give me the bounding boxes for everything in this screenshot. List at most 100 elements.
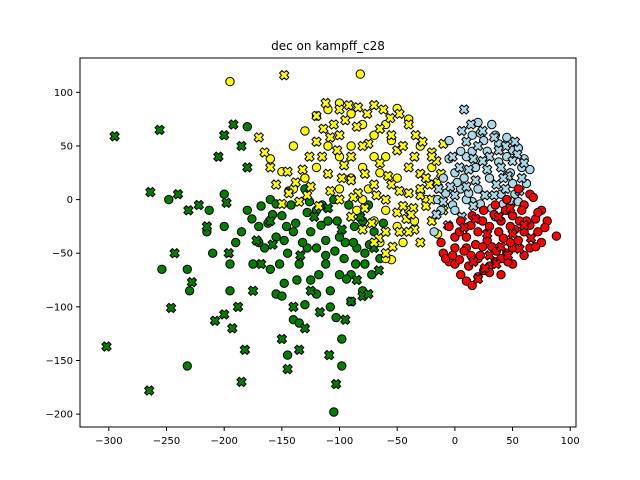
series-1-point-31 [330, 378, 342, 390]
series-0-point-18 [321, 259, 331, 269]
series-0-point-31 [288, 227, 299, 237]
series-1-point-47 [336, 224, 348, 235]
series-1-point-41 [218, 129, 230, 141]
series-2-point-25 [300, 173, 310, 183]
series-0-point-22 [337, 361, 347, 371]
series-6-point-46 [475, 250, 485, 261]
series-3-point-36 [290, 177, 301, 188]
series-3-point-47 [368, 237, 380, 248]
y-tick-label-1: −150 [46, 356, 73, 367]
y-tick-label-3: −50 [52, 249, 73, 260]
series-3-point-21 [394, 226, 405, 238]
series-0-point-16 [306, 275, 316, 285]
series-2-point-30 [369, 152, 379, 162]
series-7-point-0 [472, 273, 484, 285]
series-1-point-33 [345, 296, 357, 307]
series-4-point-27 [484, 173, 495, 183]
series-0-point-29 [360, 248, 370, 258]
series-0-point-20 [331, 312, 341, 323]
series-3-point-57 [397, 200, 409, 212]
series-0-point-68 [339, 253, 349, 264]
series-3-point-58 [386, 179, 397, 190]
series-4-point-35 [456, 146, 466, 157]
x-axis-ticks: −300 −250 −200 −150 −100 −50 0 50 100 [95, 427, 580, 447]
series-6-point-42 [461, 232, 472, 242]
series-2-point-12 [381, 152, 391, 162]
series-0-point-21 [337, 334, 347, 344]
series-1-point-7 [172, 188, 184, 200]
series-3-point-46 [357, 224, 368, 235]
series-1-point-15 [223, 247, 235, 259]
series-0-point-56 [334, 270, 345, 280]
series-7-point-4 [518, 220, 530, 231]
series-6-point-29 [444, 221, 454, 232]
series-0-point-67 [321, 235, 331, 246]
series-6-point-0 [436, 237, 446, 248]
series-6-point-55 [494, 227, 504, 237]
series-0-point-2 [182, 264, 193, 274]
series-7-point-15 [468, 256, 479, 268]
series-7-point-11 [514, 243, 525, 255]
series-0-point-48 [219, 221, 229, 232]
series-0-point-19 [325, 286, 335, 296]
series-6-point-41 [473, 227, 483, 237]
data-points [101, 69, 562, 417]
series-5-point-35 [509, 136, 521, 147]
series-5-point-6 [518, 157, 530, 169]
series-3-point-83 [359, 168, 371, 180]
series-3-point-28 [345, 175, 357, 186]
series-2-point-23 [323, 141, 333, 151]
series-0-point-78 [316, 220, 326, 231]
series-3-point-91 [301, 190, 313, 201]
series-6-point-59 [447, 250, 458, 261]
series-1-point-27 [299, 323, 311, 334]
series-1-point-21 [255, 258, 267, 270]
series-5-point-21 [507, 155, 518, 167]
series-1-point-8 [183, 205, 194, 216]
series-0-point-23 [329, 407, 339, 417]
series-5-point-38 [500, 183, 511, 195]
series-1-point-23 [276, 333, 288, 345]
series-0-point-4 [157, 264, 167, 274]
series-0-point-8 [204, 205, 214, 216]
series-1-point-4 [145, 186, 156, 198]
x-tick-label-3: −150 [268, 436, 295, 447]
series-5-point-3 [488, 132, 500, 143]
series-1-point-37 [242, 162, 253, 173]
series-5-point-26 [498, 172, 509, 184]
series-5-point-28 [488, 190, 500, 201]
series-1-point-5 [169, 247, 180, 259]
series-3-point-87 [405, 209, 417, 220]
series-3-point-31 [325, 132, 336, 143]
series-6-point-66 [454, 255, 465, 265]
x-tick-label-0: −300 [95, 436, 122, 447]
series-3-point-7 [368, 99, 380, 111]
series-5-point-8 [445, 181, 456, 192]
series-0-point-92 [348, 237, 359, 248]
series-0-point-38 [344, 200, 354, 210]
series-0-point-50 [247, 214, 257, 224]
series-1-point-39 [228, 119, 239, 130]
series-3-point-90 [313, 200, 325, 212]
series-1-point-42 [251, 235, 262, 246]
series-3-point-89 [325, 185, 336, 197]
series-5-point-13 [479, 190, 491, 201]
series-4-point-30 [450, 205, 460, 216]
x-tick-label-7: 50 [506, 436, 519, 447]
series-2-point-0 [225, 76, 235, 87]
series-5-point-1 [465, 119, 477, 130]
series-4-point-3 [487, 119, 497, 130]
series-7-point-2 [495, 241, 507, 253]
y-tick-label-2: −100 [46, 302, 73, 313]
series-0-point-83 [248, 259, 258, 269]
series-6-point-32 [479, 205, 489, 216]
series-6-point-60 [530, 242, 541, 252]
series-5-point-33 [477, 155, 488, 167]
series-3-point-82 [348, 192, 359, 203]
series-3-point-50 [403, 187, 414, 199]
series-3-point-41 [259, 147, 270, 158]
series-1-point-30 [323, 349, 335, 361]
series-0-point-71 [378, 218, 389, 228]
series-1-point-14 [221, 197, 232, 209]
series-3-point-49 [391, 207, 403, 218]
